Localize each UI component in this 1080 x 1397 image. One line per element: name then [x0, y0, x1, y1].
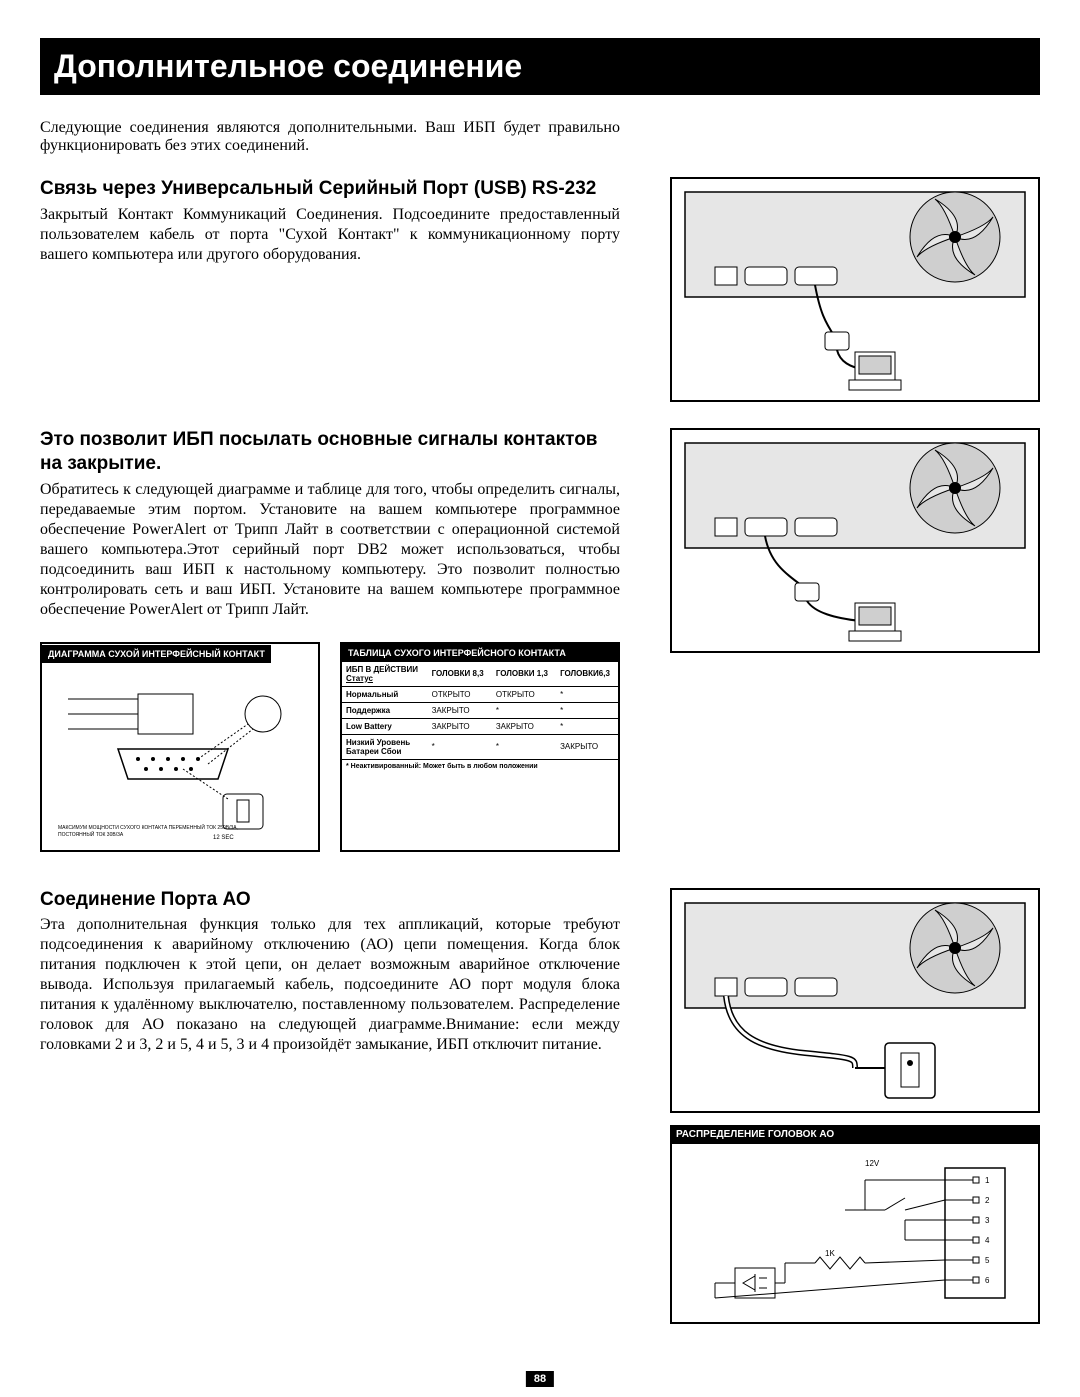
figure-db2-connection — [670, 428, 1040, 653]
svg-text:МАКСИМУМ МОЩНОСТИ СУХОГО КОНТА: МАКСИМУМ МОЩНОСТИ СУХОГО КОНТАКТА ПЕРЕМЕ… — [58, 823, 238, 831]
row0-c3: * — [556, 686, 618, 702]
th-col2: ГОЛОВКИ 1,3 — [492, 662, 556, 687]
page-number: 88 — [526, 1371, 554, 1387]
table-row: Низкий Уровень Батареи Сбои * * ЗАКРЫТО — [342, 734, 618, 759]
row3-c2: * — [492, 734, 556, 759]
svg-text:1: 1 — [985, 1176, 990, 1185]
diagram-title: ДИАГРАММА СУХОЙ ИНТЕРФЕЙСНЫЙ КОНТАКТ — [42, 645, 271, 663]
section3-body: Эта дополнительная функция только для те… — [40, 915, 620, 1055]
th-col1: ГОЛОВКИ 8,3 — [428, 662, 492, 687]
svg-text:3: 3 — [985, 1216, 990, 1225]
row2-c2: ЗАКРЫТО — [492, 718, 556, 734]
row1-c3: * — [556, 702, 618, 718]
ao-pinout-diagram: 1 2 3 4 5 6 12V — [670, 1144, 1040, 1324]
row3-l1: Низкий Уровень — [346, 738, 410, 747]
row1-c2: * — [492, 702, 556, 718]
svg-text:4: 4 — [985, 1236, 990, 1245]
section1-heading: Связь через Универсальный Серийный Порт … — [40, 177, 620, 201]
section-ao-port: Соединение Порта АО Эта дополнительная ф… — [40, 888, 1040, 1324]
figure-rs232-connection — [670, 177, 1040, 402]
table-row: Поддержка ЗАКРЫТО * * — [342, 702, 618, 718]
row2-c3: * — [556, 718, 618, 734]
th-col3: ГОЛОВКИ6,3 — [556, 662, 618, 687]
section1-body: Закрытый Контакт Коммуникаций Соединения… — [40, 205, 620, 265]
section-signals: Это позволит ИБП посылать основные сигна… — [40, 428, 1040, 852]
page-title-bar: Дополнительное соединение — [40, 38, 1040, 95]
row3-c3: ЗАКРЫТО — [556, 734, 618, 759]
svg-text:5: 5 — [985, 1256, 990, 1265]
dry-contact-diagram: ДИАГРАММА СУХОЙ ИНТЕРФЕЙСНЫЙ КОНТАКТ BAC… — [40, 642, 320, 852]
th-status: ИБП В ДЕЙСТВИИ Статус — [342, 662, 428, 687]
dry-contact-row: ДИАГРАММА СУХОЙ ИНТЕРФЕЙСНЫЙ КОНТАКТ BAC… — [40, 642, 620, 852]
header-status-sub: Статус — [346, 674, 373, 683]
contact-table-title: ТАБЛИЦА СУХОГО ИНТЕРФЕЙСНОГО КОНТАКТА — [342, 644, 618, 662]
section2-heading: Это позволит ИБП посылать основные сигна… — [40, 428, 620, 476]
row0-c1: ОТКРЫТО — [428, 686, 492, 702]
section3-heading: Соединение Порта АО — [40, 888, 620, 912]
intro-paragraph: Следующие соединения являются дополнител… — [40, 119, 620, 155]
row3-c1: * — [428, 734, 492, 759]
svg-text:6: 6 — [985, 1276, 990, 1285]
row1-label: Поддержка — [342, 702, 428, 718]
row1-c1: ЗАКРЫТО — [428, 702, 492, 718]
svg-text:2: 2 — [985, 1196, 990, 1205]
dry-contact-table: ТАБЛИЦА СУХОГО ИНТЕРФЕЙСНОГО КОНТАКТА ИБ… — [340, 642, 620, 852]
section-usb-rs232: Связь через Универсальный Серийный Порт … — [40, 177, 1040, 402]
table-footnote: * Неактивированный: Может быть в любом п… — [342, 759, 618, 773]
svg-text:12 SEC: 12 SEC — [213, 835, 234, 841]
header-status: ИБП В ДЕЙСТВИИ — [346, 665, 418, 674]
row2-c1: ЗАКРЫТО — [428, 718, 492, 734]
row2-label: Low Battery — [342, 718, 428, 734]
row3-l2: Батареи Сбои — [346, 747, 401, 756]
row3-label: Низкий Уровень Батареи Сбои — [342, 734, 428, 759]
section2-body: Обратитесь к следующей диаграмме и табли… — [40, 480, 620, 620]
page-title: Дополнительное соединение — [54, 48, 522, 84]
row0-label: Нормальный — [342, 686, 428, 702]
figure-ao-connection — [670, 888, 1040, 1113]
svg-text:ПОСТОЯННЫЙ ТОК 30В/3А: ПОСТОЯННЫЙ ТОК 30В/3А — [58, 830, 124, 838]
table-row: Low Battery ЗАКРЫТО ЗАКРЫТО * — [342, 718, 618, 734]
row0-c2: ОТКРЫТО — [492, 686, 556, 702]
table-row: Нормальный ОТКРЫТО ОТКРЫТО * — [342, 686, 618, 702]
svg-text:12V: 12V — [865, 1159, 880, 1168]
svg-text:1K: 1K — [825, 1249, 835, 1258]
ao-pinout-title: РАСПРЕДЕЛЕНИЕ ГОЛОВОК АО — [670, 1125, 1040, 1144]
